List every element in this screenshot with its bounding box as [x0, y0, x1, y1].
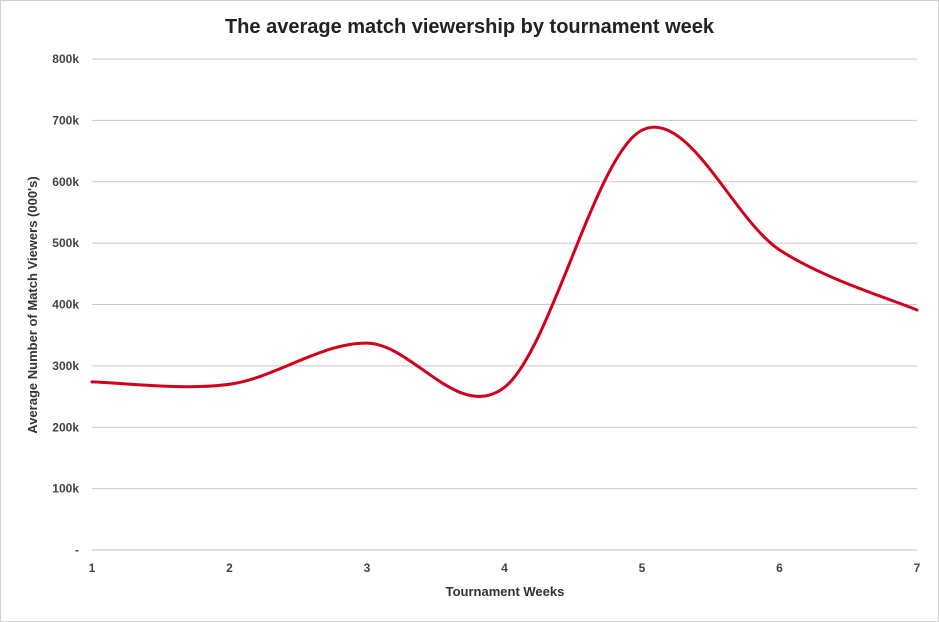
y-tick-label: 400k	[52, 298, 79, 312]
y-tick-label: 800k	[52, 52, 79, 66]
x-tick-label: 5	[639, 561, 646, 575]
x-tick-label: 3	[364, 561, 371, 575]
y-tick-label: 100k	[52, 482, 79, 496]
x-tick-label: 6	[776, 561, 783, 575]
x-axis-label: Tournament Weeks	[446, 584, 565, 599]
x-tick-label: 2	[226, 561, 233, 575]
y-tick-label: 200k	[52, 420, 79, 434]
y-axis-label: Average Number of Match Viewers (000's)	[25, 176, 40, 433]
y-tick-label: -	[75, 543, 79, 557]
y-tick-label: 600k	[52, 175, 79, 189]
y-tick-label: 300k	[52, 359, 79, 373]
y-tick-label: 500k	[52, 236, 79, 250]
x-tick-label: 7	[914, 561, 921, 575]
y-tick-label: 700k	[52, 113, 79, 127]
x-tick-label: 4	[501, 561, 508, 575]
chart-title: The average match viewership by tourname…	[224, 16, 715, 38]
series-line	[90, 125, 919, 398]
x-tick-label: 1	[89, 561, 96, 575]
